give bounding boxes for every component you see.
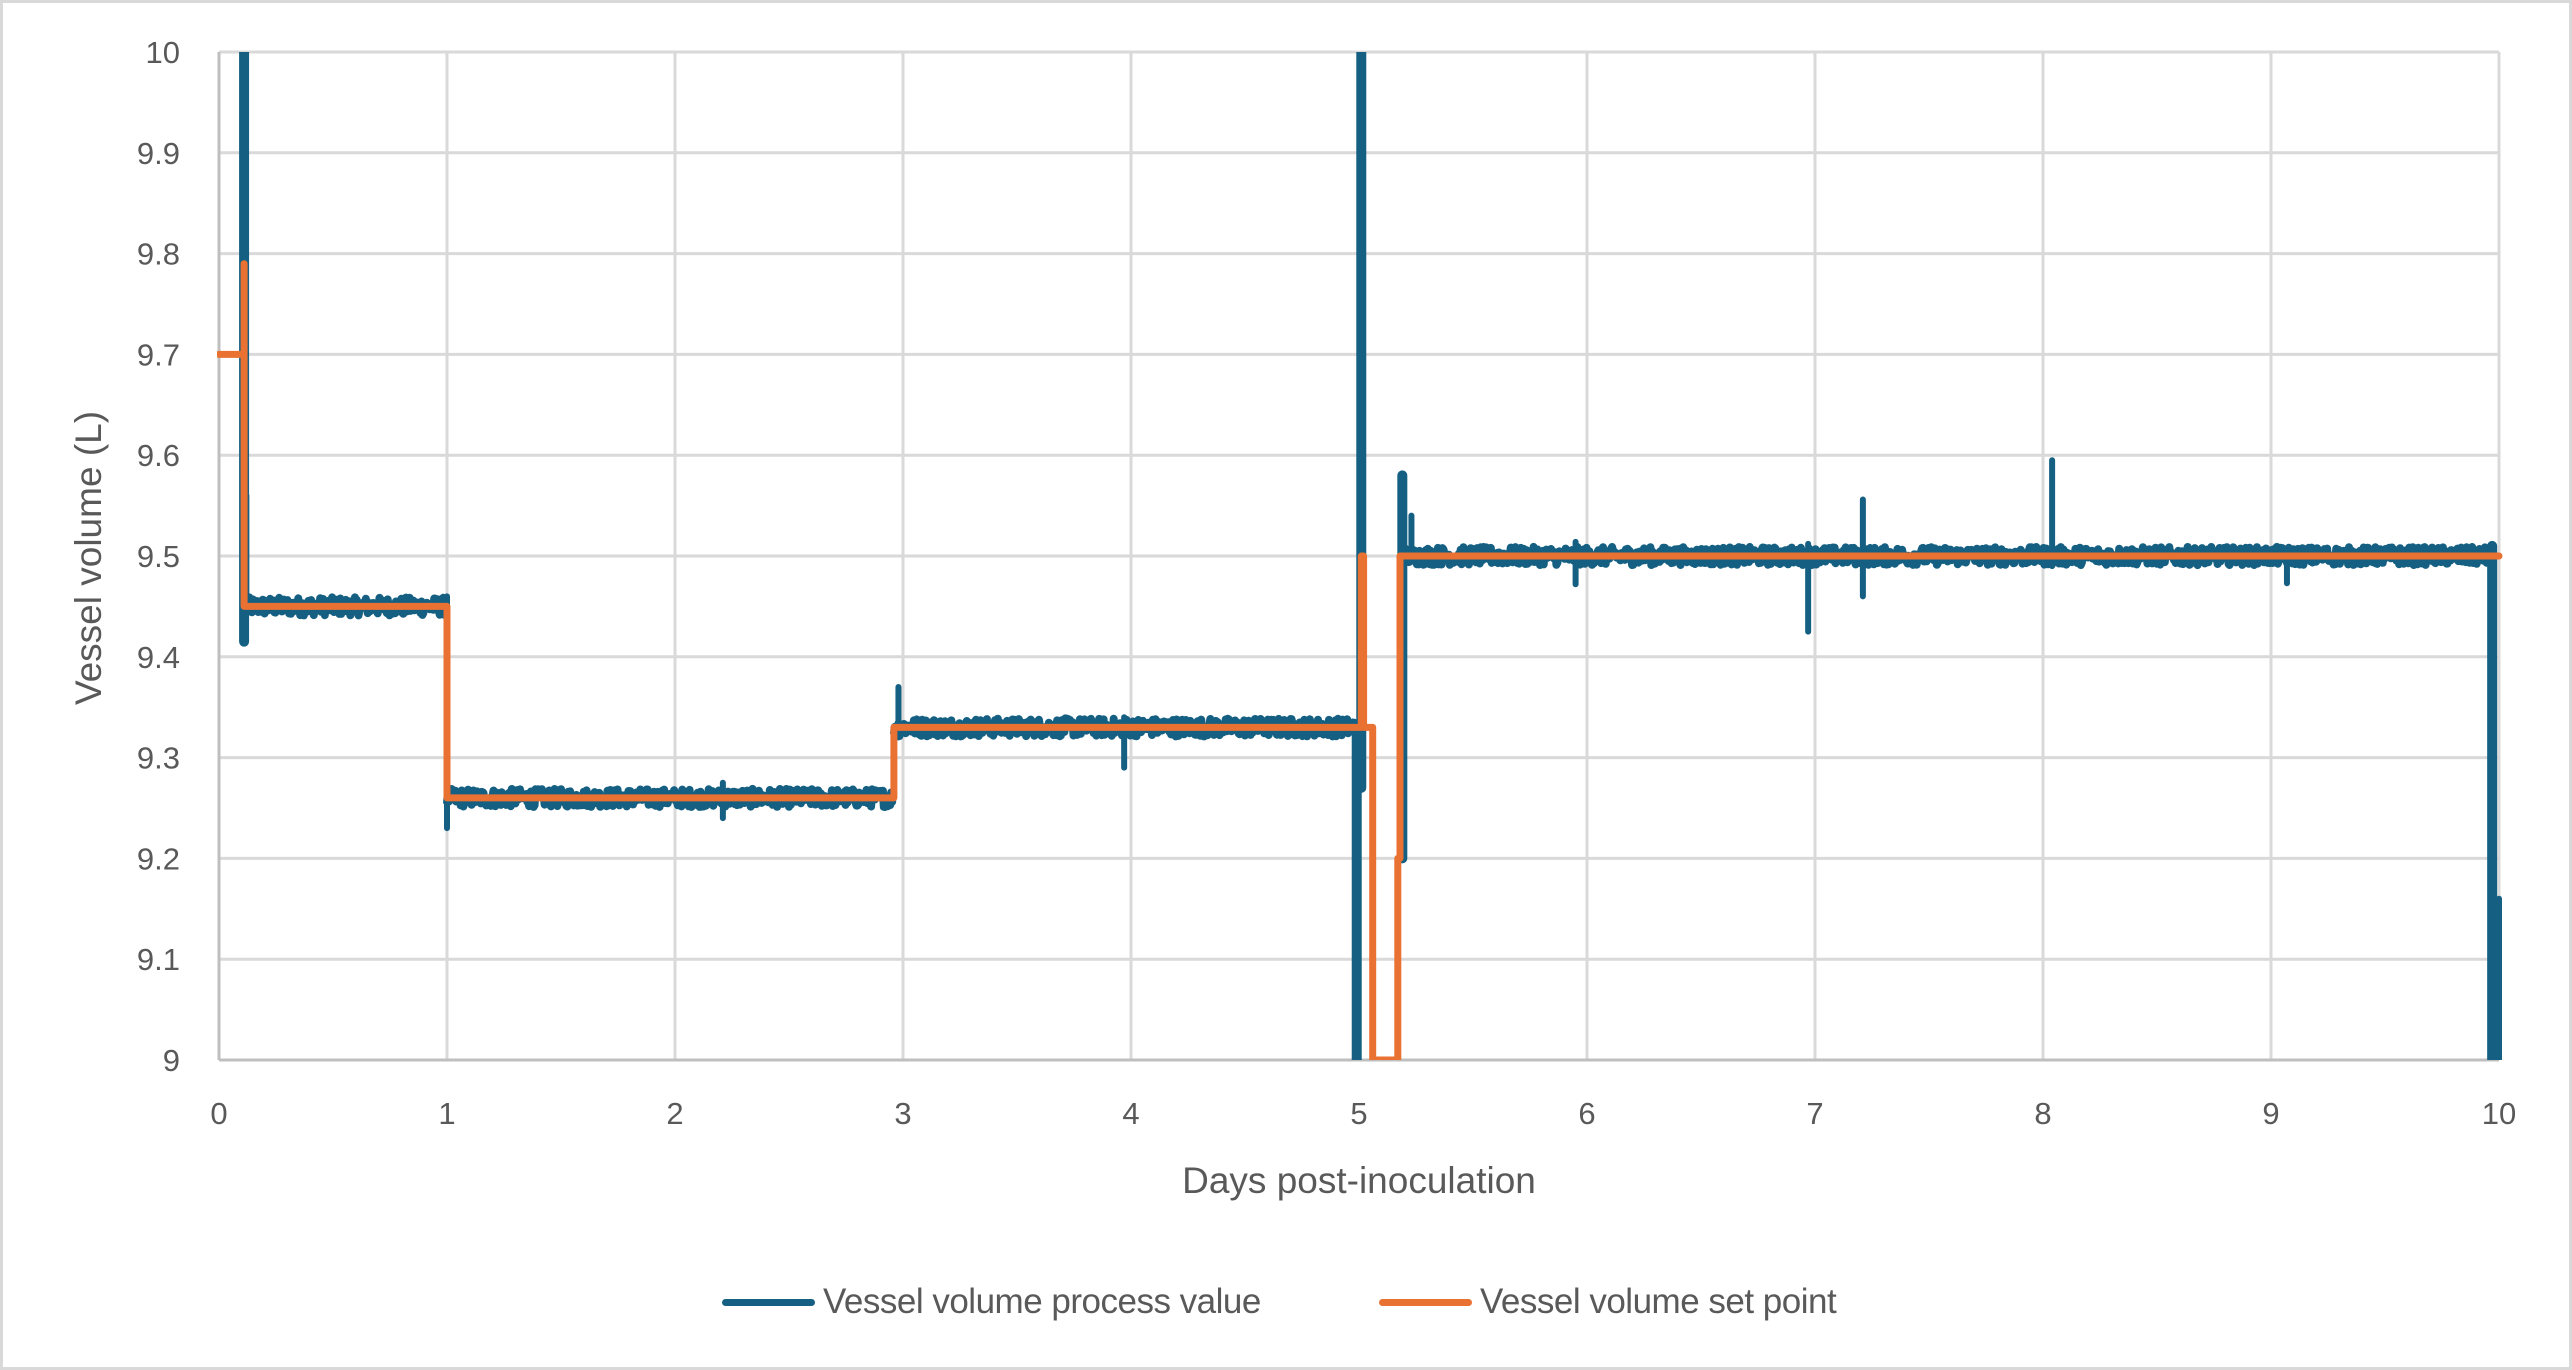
y-tick-label: 9.6	[137, 438, 180, 473]
x-tick-label: 4	[1122, 1096, 1139, 1131]
legend-line-icon	[722, 1298, 815, 1306]
legend: Vessel volume process value Vessel volum…	[0, 1280, 2572, 1324]
x-tick-label: 7	[1806, 1096, 1823, 1131]
y-tick-label: 9.8	[137, 237, 180, 272]
x-tick-label: 5	[1350, 1096, 1367, 1131]
y-tick-label: 10	[146, 35, 180, 70]
set-point-line	[217, 260, 2503, 1060]
x-tick-label: 9	[2262, 1096, 2279, 1131]
x-tick-label: 1	[438, 1096, 455, 1131]
x-axis-tick-labels: 0 1 2 3 4 5 6 7 8 9 10	[210, 1096, 2516, 1131]
legend-line-icon	[1379, 1298, 1472, 1306]
series-set-point	[217, 260, 2503, 1060]
x-tick-label: 8	[2034, 1096, 2051, 1131]
legend-item-set-point[interactable]: Vessel volume set point	[1379, 1280, 1837, 1324]
legend-item-process-value[interactable]: Vessel volume process value	[722, 1280, 1261, 1324]
legend-label: Vessel volume set point	[1480, 1282, 1837, 1321]
x-tick-label: 3	[894, 1096, 911, 1131]
x-tick-label: 0	[210, 1096, 227, 1131]
y-tick-label: 9.7	[137, 337, 180, 372]
y-tick-label: 9.3	[137, 741, 180, 776]
y-tick-label: 9.5	[137, 539, 180, 574]
y-tick-label: 9.2	[137, 841, 180, 876]
y-tick-label: 9.1	[137, 942, 180, 977]
y-axis-title: Vessel volume (L)	[68, 411, 109, 705]
legend-label: Vessel volume process value	[823, 1282, 1261, 1321]
y-tick-label: 9	[163, 1043, 180, 1078]
y-axis-tick-labels: 9 9.1 9.2 9.3 9.4 9.5 9.6 9.7 9.8 9.9 10	[137, 35, 180, 1078]
y-tick-label: 9.9	[137, 136, 180, 171]
x-tick-label: 6	[1578, 1096, 1595, 1131]
x-axis-title: Days post-inoculation	[1182, 1160, 1536, 1201]
y-tick-label: 9.4	[137, 640, 180, 675]
x-tick-label: 2	[666, 1096, 683, 1131]
x-tick-label: 10	[2482, 1096, 2516, 1131]
